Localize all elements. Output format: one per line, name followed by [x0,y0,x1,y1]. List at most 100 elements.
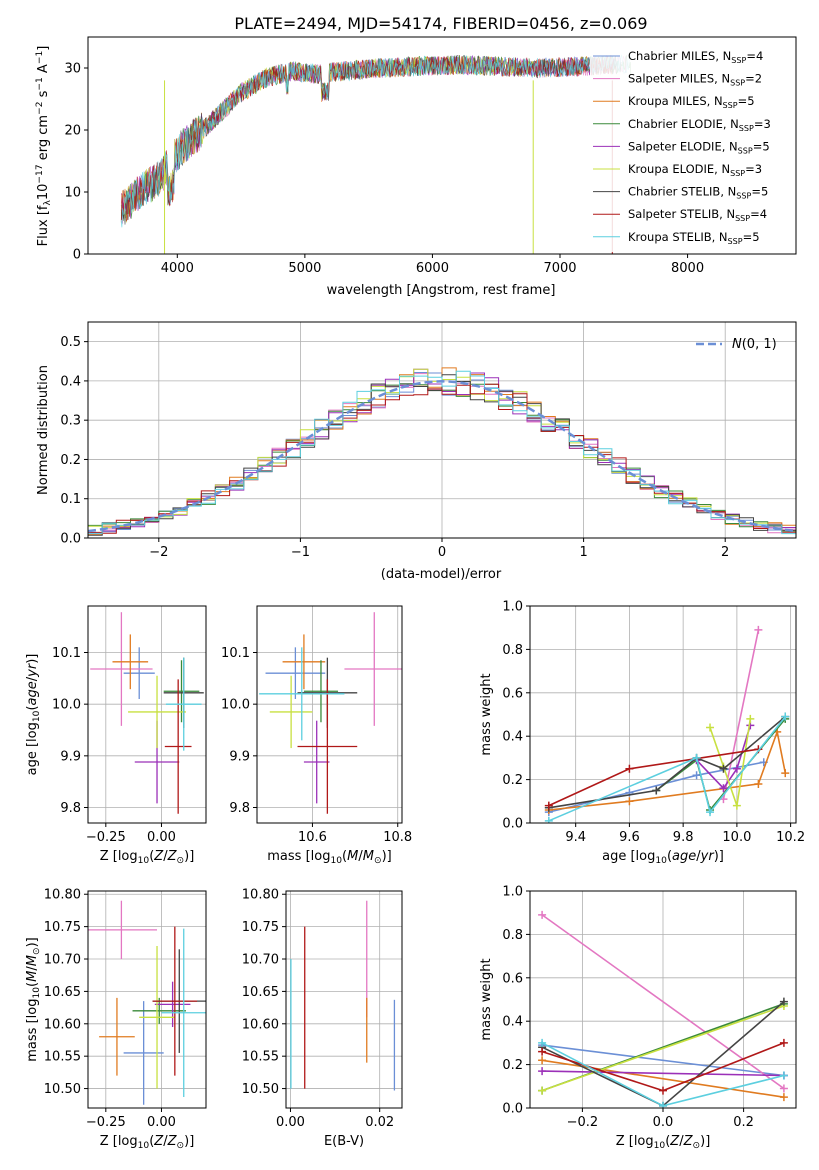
x-tick-label: 10.8 [383,830,412,845]
legend-label: Salpeter MILES, NSSP=2 [628,72,762,88]
y-tick-label: 10.55 [242,1050,279,1065]
weight-marker [779,1084,788,1093]
y-tick-label: 30 [64,62,81,77]
histogram-line [88,383,796,534]
plot-area [88,367,796,536]
x-tick-label: −2 [149,545,168,560]
y-tick-label: 0.2 [60,453,81,468]
y-tick-label: 10.75 [242,920,279,935]
y-axis-label: mass weight [479,958,494,1040]
x-tick-label: 0.00 [147,1115,176,1130]
y-tick-label: 9.9 [60,749,81,764]
weight-marker [754,779,763,788]
x-tick-label: 2 [721,545,729,560]
legend-label: Chabrier STELIB, NSSP=5 [628,185,768,201]
x-tick-label: 9.8 [673,830,694,845]
x-tick-label: −0.25 [86,830,126,845]
y-tick-label: 10 [64,186,81,201]
gaussian-curve [88,380,796,533]
y-tick-label: 9.9 [229,749,250,764]
axes-frame [87,36,797,255]
y-tick-label: 10.60 [242,1017,279,1032]
age_vs_Z-axes: −0.25 0.00 9.8 9.9 10.0 10.1 Z [log10(Z/Z⊙)] ag… [25,605,207,866]
x-tick-label: −0.25 [86,1115,126,1130]
y-tick-label: 0.4 [502,730,523,745]
y-tick-label: 10.1 [221,646,250,661]
x-tick-label: 1 [579,545,587,560]
x-axis-label: age [log10(age/yr)] [602,849,724,866]
weight-marker [625,797,634,806]
axes-frame [87,605,207,824]
x-tick-label: 7000 [543,261,576,276]
x-tick-label: 10.0 [722,830,751,845]
y-tick-label: 0.2 [502,1058,523,1073]
legend-label: Kroupa ELODIE, NSSP=3 [628,162,762,178]
y-tick-label: 1.0 [502,885,523,900]
axes-frame-group: 0.00 0.02 10.50 10.55 10.60 10.65 10.70 10.75 10… [242,888,403,1149]
residual-axes: −2 −1 0 1 2 0.0 0.1 0.2 0.3 0.4 0.5 (data-model)/er… [36,321,797,582]
plot-area [538,910,788,1108]
x-axis-label: mass [log10(M/M⊙)] [267,849,391,866]
figure-title: PLATE=2494, MJD=54174, FIBERID=0456, z=0… [234,14,647,33]
legend-label: Kroupa MILES, NSSP=5 [628,94,755,110]
x-tick-label: 0.02 [365,1115,394,1130]
legend-label: N(0, 1) [732,337,777,352]
plot-area [290,900,396,1091]
legend-label: Kroupa STELIB, NSSP=5 [628,230,760,246]
weight-marker [732,764,741,773]
axes-frame-group: −2 −1 0 1 2 0.0 0.1 0.2 0.3 0.4 0.5 (data-model)/er… [36,321,797,582]
y-tick-label: 0.6 [502,971,523,986]
y-tick-label: 0.1 [60,492,81,507]
y-tick-label: 10.50 [44,1082,81,1097]
y-tick-label: 0.0 [60,532,81,547]
y-tick-label: 10.80 [242,888,279,903]
x-tick-label: 10.6 [298,830,327,845]
axes-frame-group: −0.2 0.0 0.2 0.0 0.2 0.4 0.6 0.8 1.0 Z [log10(Z/Z… [479,885,797,1151]
y-tick-label: 10.0 [221,698,250,713]
legend-box [590,42,792,252]
weight-marker [538,1067,547,1076]
weight-marker [538,1086,547,1095]
y-axis-label: mass weight [479,673,494,755]
weight-marker [706,808,715,817]
weight-marker [544,801,553,810]
legend-label: Salpeter STELIB, NSSP=4 [628,207,767,223]
weight-marker [779,997,788,1006]
y-tick-label: 0.8 [502,643,523,658]
weight-line [696,725,752,790]
y-axis-label: Flux [fλ10−17 erg cm−2 s−1 A−1] [35,46,53,247]
y-tick-label: 0.4 [502,1015,523,1030]
y-axis-label: mass [log10(M/M⊙)] [25,937,42,1061]
y-tick-label: 20 [64,124,81,139]
plot-area [544,625,790,823]
plot-area [90,612,204,814]
axes-frame-group: 10.6 10.8 9.8 9.9 10.0 10.1 mass [log10(M/M⊙)] [221,605,412,866]
weight-marker [659,1101,667,1108]
legend-label: Chabrier MILES, NSSP=4 [628,49,763,65]
y-tick-label: 10.1 [52,646,81,661]
x-tick-label: 0.00 [147,830,176,845]
weight-marker [538,1047,547,1056]
x-tick-label: 4000 [161,261,194,276]
x-axis-label: E(B-V) [324,1134,364,1149]
plot-area [259,612,402,814]
plot-area [120,54,632,254]
plot-area [88,900,206,1105]
weight-line [542,1044,784,1077]
weight-marker [538,910,547,919]
y-tick-label: 0 [73,248,81,263]
x-tick-label: 10.2 [776,830,805,845]
weight-marker [746,714,755,723]
y-tick-label: 0.8 [502,928,523,943]
weight-marker [779,1093,788,1102]
weight-marker [754,625,763,634]
y-tick-label: 10.0 [52,698,81,713]
weight-marker [538,1038,547,1047]
x-tick-label: 6000 [416,261,449,276]
weight_vs_Z-axes: −0.2 0.0 0.2 0.0 0.2 0.4 0.6 0.8 1.0 Z [log10(Z/Z… [479,885,797,1151]
y-tick-label: 9.8 [60,801,81,816]
x-tick-label: 0.2 [733,1115,754,1130]
spectrum-line [120,54,614,223]
axes-frame [256,605,403,824]
